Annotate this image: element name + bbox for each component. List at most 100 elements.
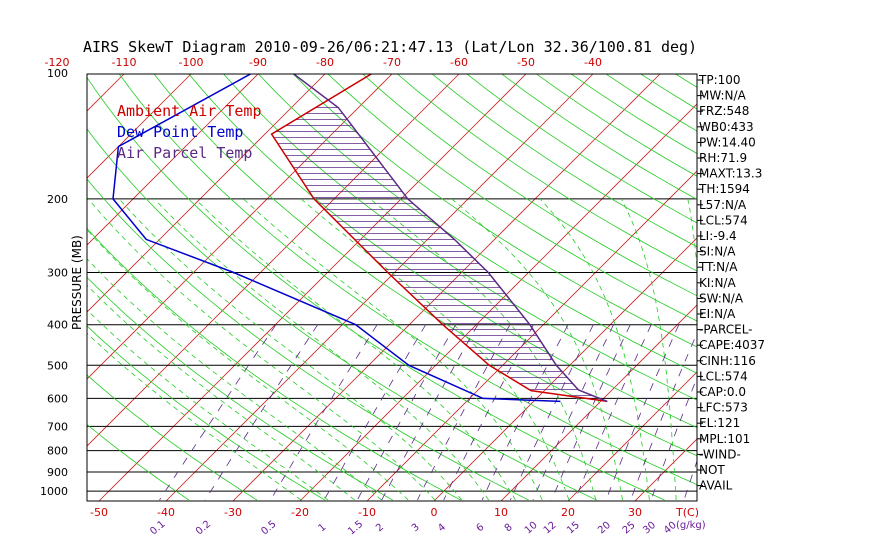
legend-item: Ambient Air Temp: [117, 102, 262, 120]
stat-value: CAP:0.0: [699, 385, 746, 399]
dry-adiabat-line: [87, 276, 393, 501]
mixing-ratio-line: [574, 324, 652, 501]
mixing-ratio-label: 0.5: [259, 519, 278, 538]
mixing-ratio-label: 8: [503, 522, 515, 535]
isotherm-line: [299, 103, 697, 501]
mixing-ratio-line: [204, 324, 319, 501]
isotherm-line: [433, 237, 697, 501]
mixing-ratio-line: [356, 324, 457, 501]
mixing-ratio-label: 1.5: [346, 519, 365, 538]
dry-adiabat-line: [431, 74, 697, 248]
pressure-tick-label: 100: [47, 67, 68, 80]
moist-adiabat-line: [87, 332, 302, 501]
mixing-ratio-line: [443, 324, 534, 501]
bottom-temp-tick-label: 10: [494, 506, 508, 519]
moist-adiabat-line: [194, 198, 516, 501]
dry-adiabat-line: [362, 74, 697, 297]
pressure-tick-label: 400: [47, 319, 68, 332]
cape-hatching: [273, 107, 593, 397]
moist-adiabat-line: [154, 198, 489, 501]
stat-value: TP:100: [698, 73, 741, 87]
background-grid: [87, 73, 870, 501]
pressure-tick-label: 1000: [40, 485, 68, 498]
dry-adiabat-line: [87, 227, 461, 501]
stat-value: NOT: [699, 463, 725, 477]
stat-value: MAXT:13.3: [699, 167, 762, 181]
moist-adiabat-line: [300, 198, 570, 501]
pressure-tick-label: 200: [47, 193, 68, 206]
bottom-temp-tick-label: -40: [157, 506, 175, 519]
dry-adiabat-line: [396, 74, 697, 272]
mixing-ratio-line: [481, 324, 569, 501]
dry-adiabat-line: [87, 76, 665, 501]
bottom-temp-tick-label: 30: [628, 506, 642, 519]
mixing-ratio-label: 4: [436, 522, 448, 535]
mixing-ratio-label: 2: [374, 522, 386, 535]
top-temp-tick-label: -90: [249, 56, 267, 69]
isotherm-line: [87, 74, 125, 112]
isotherm-line: [567, 371, 697, 501]
bottom-temp-tick-label: 0: [431, 506, 438, 519]
stat-value: WB0:433: [699, 120, 754, 134]
dry-adiabat-line: [87, 374, 258, 501]
legend-item: Air Parcel Temp: [117, 144, 252, 162]
stat-value: MPL:101: [699, 432, 750, 446]
dry-adiabat-line: [501, 74, 697, 200]
stat-value: MW:N/A: [699, 89, 747, 103]
mixing-ratio-line: [323, 324, 427, 501]
stat-value: LI:-9.4: [699, 229, 737, 243]
mixing-ratio-label: 25: [621, 520, 638, 537]
moist-adiabat-line: [621, 198, 677, 501]
pressure-tick-label: 500: [47, 359, 68, 372]
dry-adiabat-line: [87, 424, 190, 501]
top-temp-tick-label: -110: [112, 56, 137, 69]
bottom-temp-tick-label: -10: [358, 506, 376, 519]
top-temp-tick-label: -60: [450, 56, 468, 69]
moist-adiabat-line: [539, 198, 650, 501]
mixing-ratio-line: [159, 324, 277, 501]
dry-adiabat-line: [327, 74, 697, 322]
stat-value: TT:N/A: [698, 260, 738, 274]
stat-value: LCL:574: [699, 369, 748, 383]
isotherm-line: [500, 304, 697, 501]
stat-value: EI:N/A: [699, 307, 736, 321]
mixing-ratio-label: 20: [596, 520, 613, 537]
mixing-ratio-line: [270, 324, 378, 501]
isotherm-line: [87, 74, 259, 246]
dry-adiabat-line: [223, 74, 697, 401]
isotherm-line: [165, 74, 594, 501]
dry-adiabat-line: [87, 325, 326, 501]
mixing-ratio-label: 1: [317, 522, 329, 535]
moist-adiabat-line: [87, 258, 382, 501]
stat-value: SI:N/A: [699, 245, 736, 259]
stat-value: -WIND-: [699, 447, 741, 461]
stat-value: -PARCEL-: [699, 323, 753, 337]
isotherm-line: [87, 74, 326, 313]
bottom-temp-tick-label: -30: [224, 506, 242, 519]
moist-adiabat-line: [369, 198, 597, 501]
stat-value: KI:N/A: [699, 276, 736, 290]
isotherm-line: [98, 74, 527, 501]
mixing-ratio-label: 6: [475, 522, 487, 535]
dry-adiabat-line: [466, 74, 697, 224]
pressure-tick-label: 700: [47, 420, 68, 433]
isotherm-line: [836, 74, 870, 501]
top-temp-tick-label: -80: [316, 56, 334, 69]
stat-value: CINH:116: [699, 354, 756, 368]
mixing-ratio-line: [650, 376, 697, 501]
pressure-tick-label: 900: [47, 466, 68, 479]
mixing-ratio-line: [381, 324, 479, 501]
stat-value: RH:71.9: [699, 151, 747, 165]
mixing-ratio-label: 0.1: [148, 519, 167, 538]
bottom-temp-axis-label: T(C): [675, 506, 699, 519]
dew-point-temp-series-line: [112, 74, 561, 403]
dry-adiabat-line: [292, 74, 697, 348]
mixing-ratio-label: 30: [641, 520, 658, 537]
bottom-temp-tick-label: -20: [291, 506, 309, 519]
stat-value: CAPE:4037: [699, 338, 765, 352]
mixing-ratio-label: 15: [565, 520, 582, 537]
dry-adiabat-line: [743, 73, 870, 500]
mixing-ratio-label: 10: [523, 520, 540, 537]
top-temp-tick-label: -40: [584, 56, 602, 69]
